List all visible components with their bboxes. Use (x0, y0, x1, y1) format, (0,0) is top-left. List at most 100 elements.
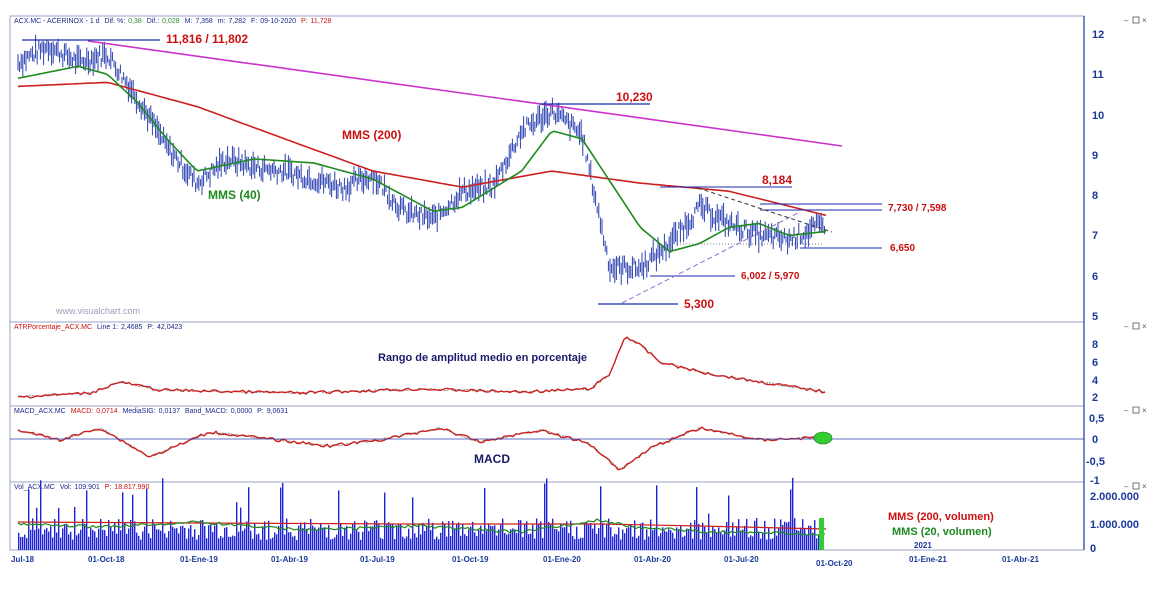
volume-bar (394, 539, 396, 550)
annot-mms200: MMS (200) (342, 128, 401, 142)
xaxis-year-label: 2021 (914, 541, 932, 550)
volume-bar (682, 537, 684, 550)
atr-ytick: 8 (1092, 339, 1098, 351)
volume-bar (590, 523, 592, 550)
atr-label: Rango de amplitud medio en porcentaje (378, 352, 587, 364)
volume-bar (236, 502, 238, 550)
window-controls-macd[interactable]: – × (1124, 406, 1147, 415)
volume-bar (146, 488, 148, 550)
window-controls-volume[interactable]: – × (1124, 482, 1147, 491)
volume-bar (806, 535, 808, 550)
watermark: www.visualchart.com (55, 306, 140, 316)
volume-bar (746, 518, 748, 550)
volume-bar (710, 536, 712, 550)
volume-bar (600, 486, 602, 550)
minimize-icon[interactable]: – (1124, 16, 1129, 25)
volume-bar (324, 527, 326, 550)
volume-bar (432, 522, 434, 550)
volume-bar (588, 524, 590, 550)
volume-bar (24, 534, 26, 550)
volume-bar (180, 526, 182, 550)
volume-bar (172, 526, 174, 550)
window-controls-atr[interactable]: – × (1124, 322, 1147, 331)
volume-bar (98, 528, 100, 550)
volume-bar (616, 534, 618, 550)
volume-bar (534, 538, 536, 550)
volume-bar (770, 539, 772, 550)
minimize-icon[interactable]: – (1124, 406, 1129, 415)
volume-bar (34, 529, 36, 550)
volume-bar (476, 536, 478, 550)
maximize-icon[interactable] (1132, 16, 1140, 24)
volume-bar (550, 523, 552, 550)
volume-bar (570, 520, 572, 550)
volume-bar (780, 519, 782, 550)
price-ytick: 11 (1092, 69, 1104, 81)
volume-bar (102, 529, 104, 550)
long-term-trendline (87, 40, 843, 147)
close-icon[interactable]: × (1142, 406, 1147, 415)
volume-bar (598, 528, 600, 550)
maximize-icon[interactable] (1132, 322, 1140, 330)
volume-bars (17, 477, 827, 550)
xtick-label: 01-Abr-20 (634, 555, 671, 564)
volume-bar (636, 538, 638, 550)
volume-bar (742, 529, 744, 550)
volume-bar (436, 536, 438, 550)
volume-bar (92, 529, 94, 550)
volume-bar (60, 537, 62, 550)
close-icon[interactable]: × (1142, 482, 1147, 491)
volume-bar (640, 523, 642, 550)
volume-bar (230, 536, 232, 550)
window-controls-price[interactable]: – × (1124, 16, 1147, 25)
minimize-icon[interactable]: – (1124, 482, 1129, 491)
volume-bar (214, 525, 216, 550)
macd-yaxis: 0,5 0 -0,5 -1 (1086, 413, 1105, 487)
volume-bar (500, 523, 502, 550)
volume-bar (728, 495, 730, 550)
volume-bar (458, 522, 460, 550)
volume-bar (430, 530, 432, 550)
volume-bar (440, 532, 442, 550)
volume-bar (800, 527, 802, 550)
volume-bar (766, 539, 768, 550)
price-panel (9, 15, 1085, 323)
volume-bar (228, 536, 230, 550)
volume-bar (700, 539, 702, 550)
price-bars (17, 34, 825, 286)
volume-bar (270, 538, 272, 550)
volume-bar (666, 531, 668, 550)
volume-bar (698, 524, 700, 550)
triangle-upper-line (697, 187, 833, 233)
maximize-icon[interactable] (1132, 406, 1140, 414)
close-icon[interactable]: × (1142, 16, 1147, 25)
volume-bar (198, 535, 200, 550)
volume-bar (152, 519, 154, 550)
volume-bar (156, 529, 158, 550)
xtick-label: 01-Ene-21 (909, 555, 947, 564)
volume-mms20-line (17, 518, 826, 536)
volume-bar (704, 526, 706, 550)
volume-bar (256, 534, 258, 550)
volume-bar (410, 538, 412, 550)
volume-bar (300, 522, 302, 550)
volume-bar (106, 535, 108, 550)
maximize-icon[interactable] (1132, 482, 1140, 490)
volume-bar (460, 535, 462, 550)
volume-bar (78, 533, 80, 550)
volume-bar (542, 537, 544, 550)
volume-bar (334, 537, 336, 550)
volume-bar (376, 520, 378, 550)
volume-bar (354, 521, 356, 550)
minimize-icon[interactable]: – (1124, 322, 1129, 331)
mms40-line (17, 65, 827, 253)
volume-bar (282, 483, 284, 550)
close-icon[interactable]: × (1142, 322, 1147, 331)
volume-bar (434, 539, 436, 550)
volume-bar (484, 488, 486, 550)
volume-bar (736, 526, 738, 550)
volume-bar (396, 525, 398, 550)
volume-bar (702, 522, 704, 550)
volume-ytick: 2.000.000 (1090, 491, 1139, 503)
volume-bar (688, 529, 690, 550)
